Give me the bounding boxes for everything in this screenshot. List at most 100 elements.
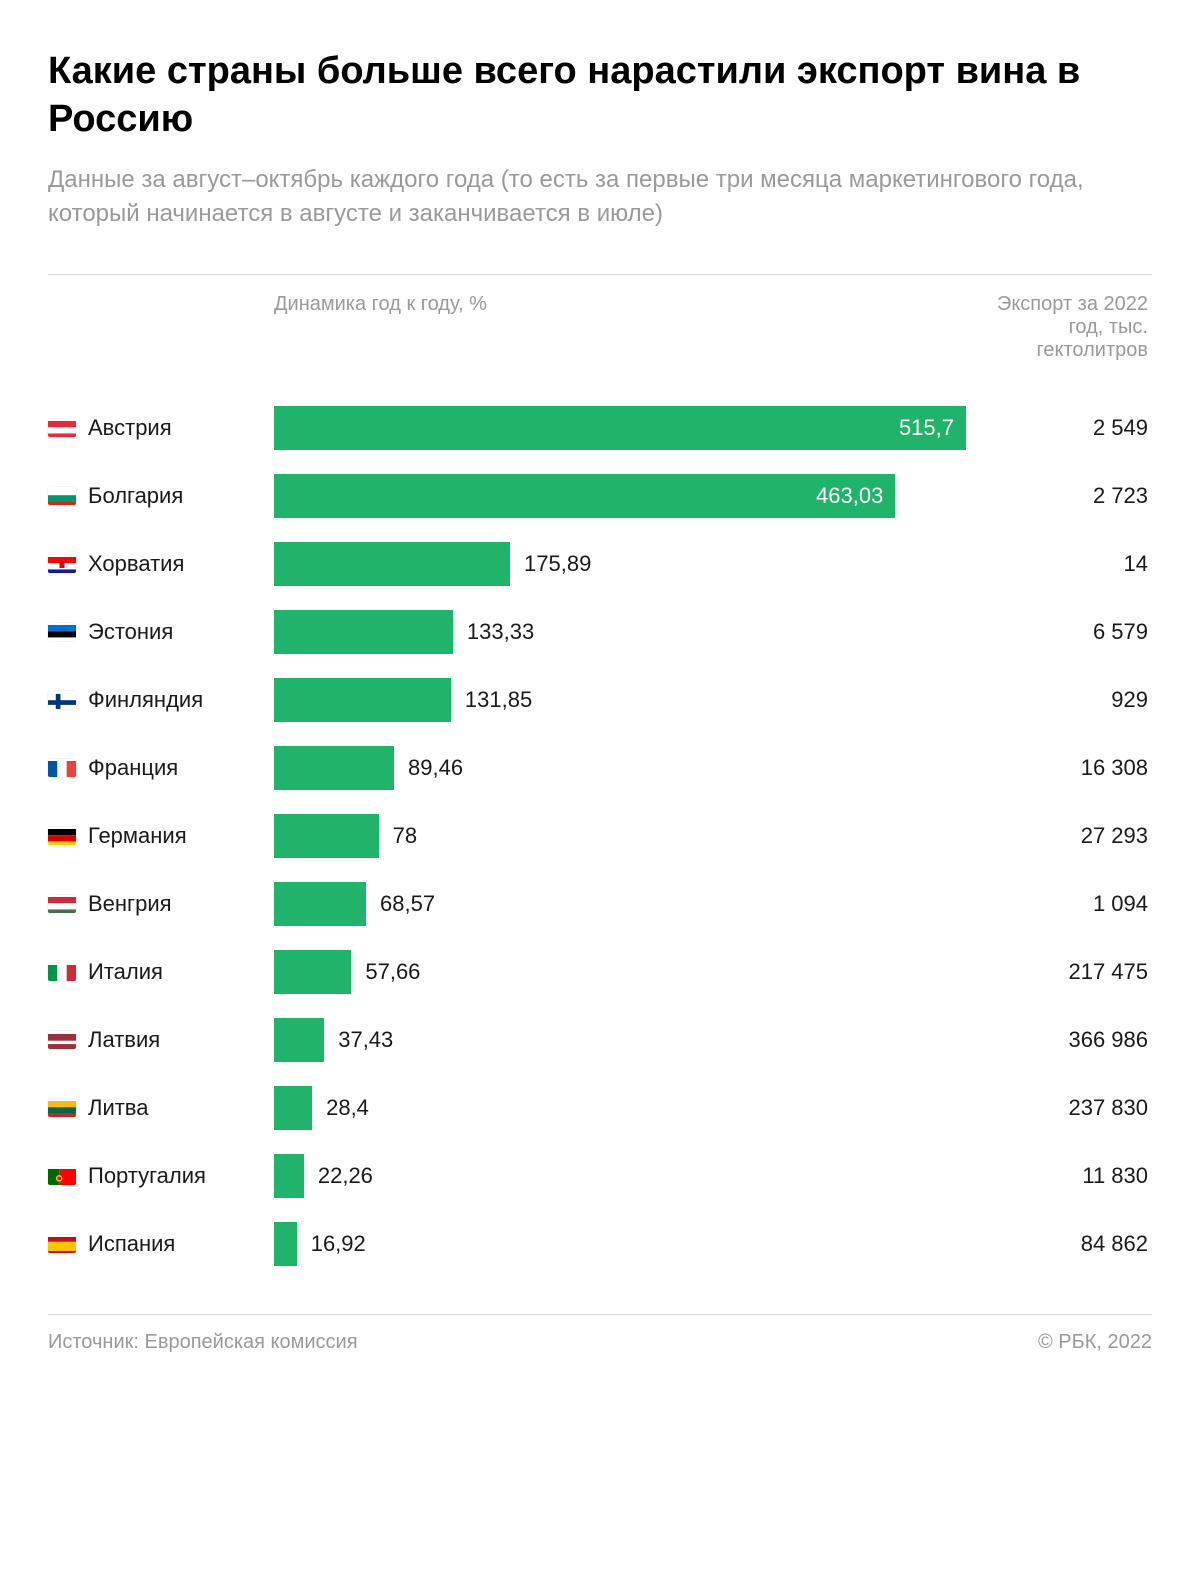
bar bbox=[274, 746, 394, 790]
bar-value-label: 175,89 bbox=[524, 551, 591, 577]
country-cell: Литва bbox=[48, 1095, 258, 1121]
chart-footer: Источник: Европейская комиссия © РБК, 20… bbox=[48, 1314, 1152, 1354]
export-value: 11 830 bbox=[982, 1163, 1152, 1189]
bar-value-label: 22,26 bbox=[318, 1163, 373, 1189]
bar-value-label: 68,57 bbox=[380, 891, 435, 917]
hr-flag-icon bbox=[48, 555, 76, 573]
bar-value-label: 131,85 bbox=[465, 687, 532, 713]
column-headers: Динамика год к году, % Экспорт за 2022 г… bbox=[48, 293, 1152, 362]
header-dynamics: Динамика год к году, % bbox=[274, 293, 966, 362]
bar-cell: 89,46 bbox=[274, 746, 966, 790]
export-value: 27 293 bbox=[982, 823, 1152, 849]
country-name: Венгрия bbox=[88, 891, 172, 917]
bar-cell: 22,26 bbox=[274, 1154, 966, 1198]
export-value: 366 986 bbox=[982, 1027, 1152, 1053]
bar bbox=[274, 610, 453, 654]
bar bbox=[274, 950, 351, 994]
country-name: Хорватия bbox=[88, 551, 184, 577]
hu-flag-icon bbox=[48, 895, 76, 913]
country-name: Болгария bbox=[88, 483, 183, 509]
country-cell: Хорватия bbox=[48, 551, 258, 577]
bar: 463,03 bbox=[274, 474, 895, 518]
bar-value-label: 16,92 bbox=[311, 1231, 366, 1257]
bar-value-label: 28,4 bbox=[326, 1095, 369, 1121]
table-row: Португалия 22,26 11 830 bbox=[48, 1142, 1152, 1210]
lt-flag-icon bbox=[48, 1099, 76, 1117]
bar-value-label: 57,66 bbox=[365, 959, 420, 985]
bar-value-label: 37,43 bbox=[338, 1027, 393, 1053]
source-label: Источник: Европейская комиссия bbox=[48, 1331, 358, 1354]
export-value: 237 830 bbox=[982, 1095, 1152, 1121]
chart-rows: Австрия 515,7 2 549 Болгария 463,03 2 723 Хорв… bbox=[48, 394, 1152, 1278]
ee-flag-icon bbox=[48, 623, 76, 641]
country-cell: Финляндия bbox=[48, 687, 258, 713]
export-value: 2 723 bbox=[982, 483, 1152, 509]
table-row: Болгария 463,03 2 723 bbox=[48, 462, 1152, 530]
de-flag-icon bbox=[48, 827, 76, 845]
table-row: Венгрия 68,57 1 094 bbox=[48, 870, 1152, 938]
export-value: 6 579 bbox=[982, 619, 1152, 645]
country-name: Литва bbox=[88, 1095, 148, 1121]
fi-flag-icon bbox=[48, 691, 76, 709]
country-cell: Италия bbox=[48, 959, 258, 985]
es-flag-icon bbox=[48, 1235, 76, 1253]
bar-value-label: 515,7 bbox=[899, 415, 954, 441]
table-row: Франция 89,46 16 308 bbox=[48, 734, 1152, 802]
table-row: Финляндия 131,85 929 bbox=[48, 666, 1152, 734]
country-name: Финляндия bbox=[88, 687, 203, 713]
fr-flag-icon bbox=[48, 759, 76, 777]
export-value: 929 bbox=[982, 687, 1152, 713]
bar-cell: 463,03 bbox=[274, 474, 966, 518]
export-value: 217 475 bbox=[982, 959, 1152, 985]
bar-cell: 57,66 bbox=[274, 950, 966, 994]
country-cell: Германия bbox=[48, 823, 258, 849]
bar-value-label: 78 bbox=[393, 823, 417, 849]
bar-cell: 68,57 bbox=[274, 882, 966, 926]
header-export: Экспорт за 2022 год, тыс. гектолитров bbox=[982, 293, 1152, 362]
bar bbox=[274, 814, 379, 858]
country-cell: Болгария bbox=[48, 483, 258, 509]
country-name: Франция bbox=[88, 755, 178, 781]
table-row: Италия 57,66 217 475 bbox=[48, 938, 1152, 1006]
bar-cell: 78 bbox=[274, 814, 966, 858]
bar bbox=[274, 1222, 297, 1266]
bar-cell: 28,4 bbox=[274, 1086, 966, 1130]
country-name: Испания bbox=[88, 1231, 175, 1257]
country-cell: Венгрия bbox=[48, 891, 258, 917]
country-name: Португалия bbox=[88, 1163, 206, 1189]
country-cell: Франция bbox=[48, 755, 258, 781]
bar-value-label: 133,33 bbox=[467, 619, 534, 645]
country-cell: Португалия bbox=[48, 1163, 258, 1189]
at-flag-icon bbox=[48, 419, 76, 437]
bar: 515,7 bbox=[274, 406, 966, 450]
country-cell: Австрия bbox=[48, 415, 258, 441]
bar-cell: 515,7 bbox=[274, 406, 966, 450]
bar-cell: 37,43 bbox=[274, 1018, 966, 1062]
export-value: 1 094 bbox=[982, 891, 1152, 917]
bar-cell: 133,33 bbox=[274, 610, 966, 654]
country-cell: Эстония bbox=[48, 619, 258, 645]
bar-value-label: 463,03 bbox=[816, 483, 883, 509]
table-row: Хорватия 175,89 14 bbox=[48, 530, 1152, 598]
export-value: 16 308 bbox=[982, 755, 1152, 781]
bar bbox=[274, 882, 366, 926]
export-value: 2 549 bbox=[982, 415, 1152, 441]
bar bbox=[274, 1018, 324, 1062]
it-flag-icon bbox=[48, 963, 76, 981]
export-value: 84 862 bbox=[982, 1231, 1152, 1257]
export-value: 14 bbox=[982, 551, 1152, 577]
country-name: Италия bbox=[88, 959, 163, 985]
table-row: Испания 16,92 84 862 bbox=[48, 1210, 1152, 1278]
table-row: Эстония 133,33 6 579 bbox=[48, 598, 1152, 666]
country-name: Эстония bbox=[88, 619, 173, 645]
bar bbox=[274, 1154, 304, 1198]
bg-flag-icon bbox=[48, 487, 76, 505]
top-divider bbox=[48, 274, 1152, 275]
table-row: Литва 28,4 237 830 bbox=[48, 1074, 1152, 1142]
bar bbox=[274, 542, 510, 586]
table-row: Латвия 37,43 366 986 bbox=[48, 1006, 1152, 1074]
country-cell: Латвия bbox=[48, 1027, 258, 1053]
country-cell: Испания bbox=[48, 1231, 258, 1257]
bar-cell: 175,89 bbox=[274, 542, 966, 586]
country-name: Латвия bbox=[88, 1027, 160, 1053]
